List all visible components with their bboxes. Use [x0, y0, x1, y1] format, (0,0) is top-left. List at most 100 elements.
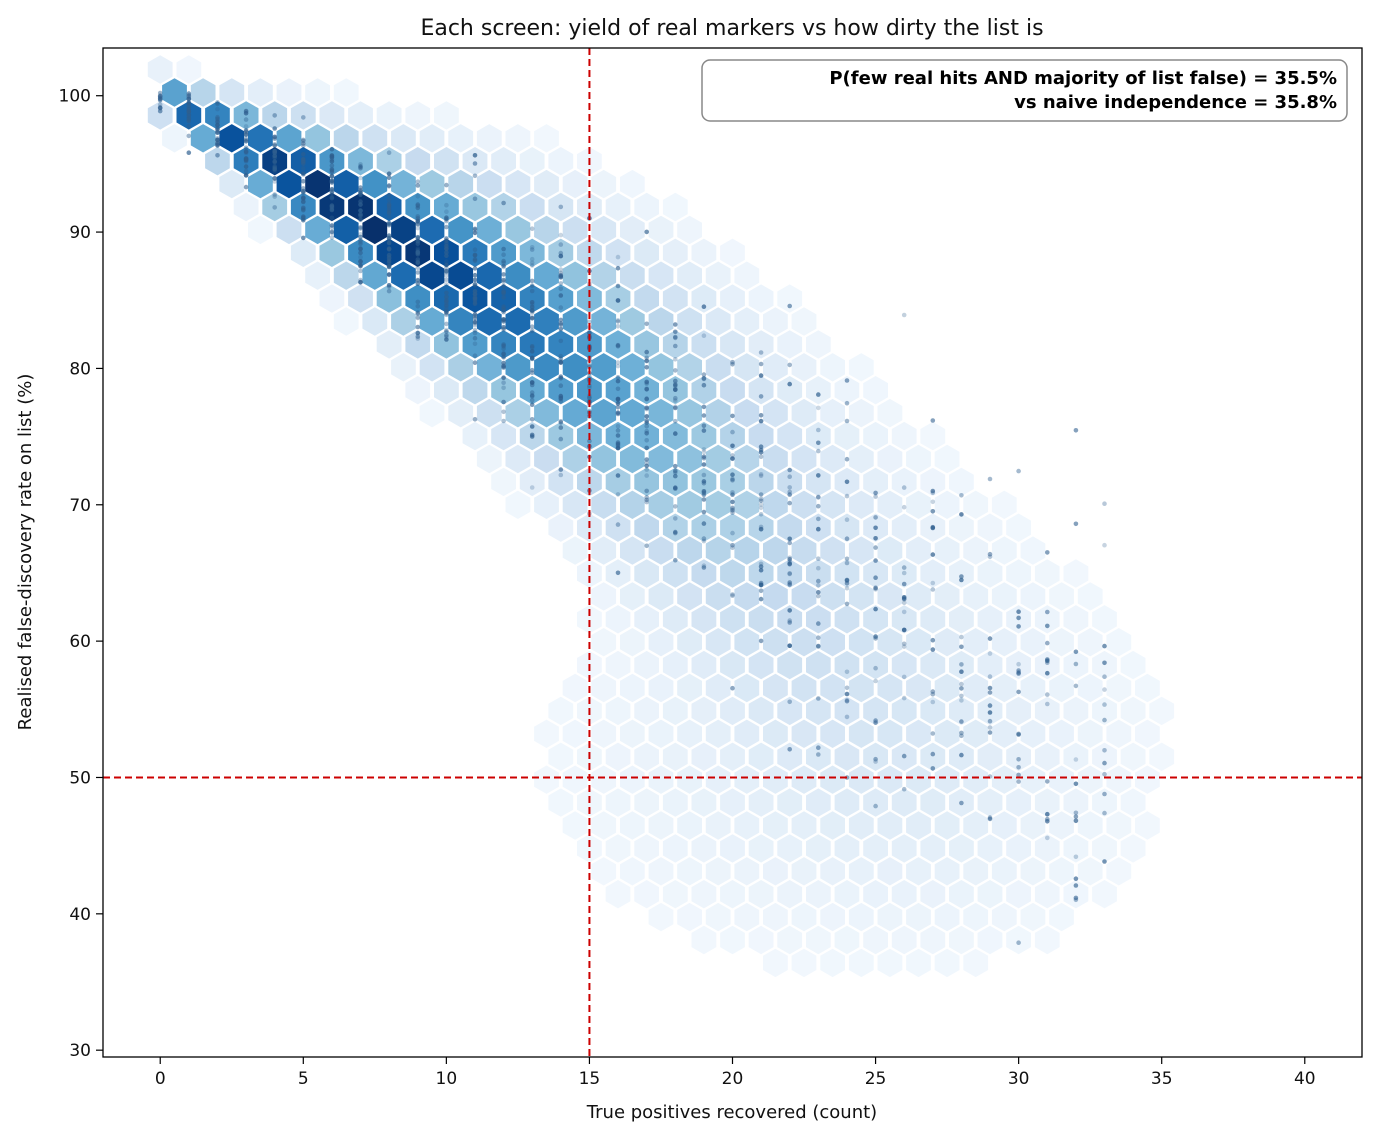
data-point — [1073, 883, 1079, 888]
hexbin-cell — [991, 490, 1017, 519]
x-tick-label: 10 — [436, 1069, 458, 1089]
hexbin-cell — [562, 307, 588, 336]
hexbin-cell — [791, 673, 817, 703]
data-point — [358, 217, 363, 223]
hexbin-cell — [662, 559, 688, 588]
data-point — [358, 268, 363, 274]
data-point — [444, 312, 449, 318]
hexbin-cell — [691, 559, 717, 588]
data-point — [673, 382, 678, 388]
y-tick-label: 60 — [69, 632, 91, 652]
hexbin-cell — [934, 444, 960, 474]
data-point — [444, 262, 449, 268]
data-point — [501, 200, 506, 206]
data-point — [615, 265, 621, 271]
hexbin-cell — [791, 490, 817, 519]
hexbin-cell — [934, 490, 960, 519]
data-point — [758, 450, 764, 455]
data-point — [558, 467, 564, 472]
data-point — [1102, 760, 1107, 766]
data-point — [501, 289, 506, 294]
hexbin-cell — [348, 101, 373, 130]
hexbin-cell — [848, 902, 874, 932]
hexbin-cell — [820, 902, 845, 932]
hexbin-cell — [1034, 880, 1060, 909]
data-point — [386, 197, 392, 203]
data-point — [901, 570, 907, 576]
hexbin-cell — [591, 582, 617, 611]
hexbin-cell — [1020, 582, 1046, 611]
hexbin-cell — [176, 101, 202, 130]
hexbin-cell — [634, 467, 659, 497]
data-point — [243, 172, 249, 178]
hexbin-cell — [920, 880, 946, 909]
hexbin-cell — [677, 398, 702, 428]
data-point — [844, 517, 850, 522]
data-point — [529, 380, 535, 385]
hexbin-cell — [605, 513, 631, 542]
data-point — [529, 328, 535, 334]
hexbin-cell — [1049, 673, 1074, 703]
hexbin-cell — [1034, 834, 1060, 863]
data-point — [701, 497, 707, 502]
hexbin-cell — [591, 169, 617, 199]
data-point — [644, 497, 649, 503]
hexbin-cell — [949, 925, 974, 955]
data-point — [1045, 657, 1050, 662]
data-point — [472, 301, 478, 307]
hexbin-cell — [548, 192, 574, 222]
data-point — [787, 557, 792, 562]
data-point — [1102, 702, 1107, 707]
hexbin-cell — [920, 421, 946, 451]
hexbin-cell — [1135, 811, 1160, 840]
data-point — [701, 538, 707, 544]
hexbin-cell — [705, 353, 731, 382]
data-point — [701, 304, 707, 310]
data-point — [873, 558, 878, 563]
hexbin-cell — [934, 582, 960, 611]
hexbin-cell — [705, 261, 731, 290]
data-point — [301, 166, 306, 171]
data-point — [301, 235, 306, 241]
data-point — [816, 621, 821, 626]
hexbin-cell — [519, 147, 545, 176]
hexbin-cell — [906, 536, 931, 565]
data-point — [472, 311, 478, 317]
hexbin-cell — [949, 880, 974, 909]
data-point — [673, 473, 678, 479]
hexbin-cell — [963, 765, 989, 794]
hexbin-cell — [620, 719, 645, 748]
data-point — [501, 295, 506, 300]
hexbin-cell — [605, 788, 631, 817]
hexbin-cell — [391, 307, 416, 336]
data-point — [730, 543, 735, 548]
data-point — [787, 381, 792, 387]
hexbin-cell — [376, 147, 402, 176]
hexbin-cell — [333, 169, 359, 199]
hexbin-cell — [691, 421, 717, 451]
data-point — [673, 343, 678, 349]
data-point — [529, 245, 535, 250]
data-point — [873, 545, 878, 550]
hexbin-cell — [1063, 696, 1089, 726]
x-tick-label: 0 — [155, 1069, 166, 1089]
data-point — [558, 396, 564, 402]
hexbin-cell — [620, 353, 645, 382]
hexbin-cell — [834, 880, 860, 909]
hexbin-cell — [591, 536, 617, 565]
data-point — [1073, 661, 1079, 667]
data-point — [816, 495, 821, 500]
data-point — [987, 685, 993, 691]
hexbin-cell — [705, 811, 731, 840]
hexbin-cell — [534, 169, 559, 199]
data-point — [873, 525, 878, 531]
data-point — [930, 699, 936, 705]
data-point — [186, 107, 192, 112]
hexbin-cell — [548, 513, 574, 542]
hexbin-cell — [448, 261, 474, 290]
data-point — [386, 221, 392, 227]
hexbin-cell — [1034, 605, 1060, 634]
hexbin-cell — [906, 490, 931, 519]
data-point — [472, 360, 478, 366]
data-point — [673, 463, 678, 469]
